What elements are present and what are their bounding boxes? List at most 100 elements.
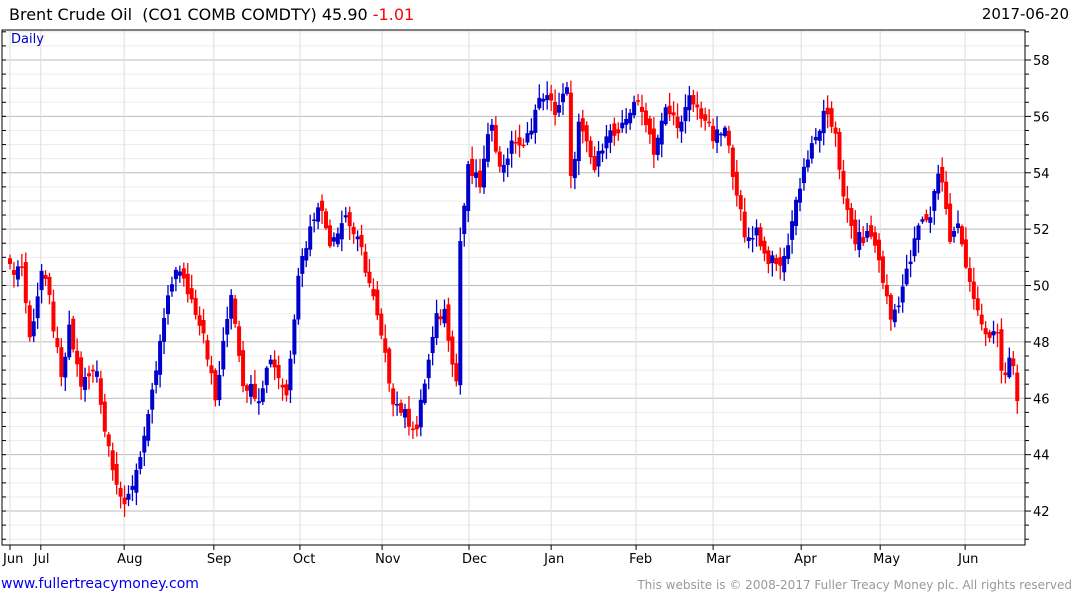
candle-body [355, 236, 360, 240]
candle [189, 274, 194, 304]
candle-body [474, 172, 479, 178]
candle [651, 117, 656, 168]
candle [545, 81, 550, 110]
candle-body [102, 401, 107, 432]
candle [837, 128, 842, 180]
candle [233, 294, 238, 328]
candle-body [730, 147, 735, 177]
candle-body [643, 110, 648, 126]
candle-body [845, 198, 850, 210]
candle [711, 118, 716, 149]
candle-body [675, 116, 680, 129]
candle-body [687, 95, 692, 111]
candle [928, 206, 933, 233]
candle-body [738, 195, 743, 210]
candle-body [110, 450, 115, 471]
candle [521, 138, 526, 149]
candle [154, 361, 159, 394]
candle-body [11, 270, 16, 275]
candle-body [47, 276, 52, 296]
x-tick-label: Feb [629, 552, 652, 567]
candle-body [363, 251, 368, 273]
candle-body [588, 140, 593, 158]
candle-body [1015, 372, 1020, 402]
candle [553, 89, 558, 126]
candle [742, 197, 747, 243]
candle-body [489, 124, 494, 131]
candle [746, 227, 751, 249]
candle [237, 320, 242, 363]
x-tick-label: Jan [543, 552, 564, 567]
candle [387, 346, 392, 392]
candle-body [553, 101, 558, 116]
candle-body [829, 108, 834, 127]
candle-body [798, 188, 802, 203]
candle [853, 210, 858, 251]
candle-body [959, 226, 964, 245]
candle [15, 260, 20, 287]
candle [667, 92, 672, 121]
candle [173, 266, 178, 292]
chart-title: Brent Crude Oil (CO1 COMB COMDTY) 45.90 … [9, 5, 414, 24]
candle [466, 160, 471, 223]
candle [782, 247, 787, 281]
candle-body [916, 225, 921, 240]
candle [722, 125, 727, 138]
candle-body [256, 401, 261, 404]
candle-body [782, 256, 787, 273]
candle-body [991, 331, 996, 336]
candle [213, 368, 218, 407]
candle-body [146, 414, 151, 441]
candle-body [608, 130, 613, 143]
candle [8, 254, 12, 270]
candle-body [79, 357, 84, 387]
candle-body [67, 324, 72, 358]
candle [936, 164, 941, 200]
candle [391, 383, 396, 417]
candle [324, 208, 328, 230]
candle-body [888, 294, 893, 320]
candle [35, 282, 40, 329]
candle-body [920, 219, 925, 222]
candle-body [517, 137, 522, 146]
candle [683, 94, 688, 134]
candle-body [185, 273, 190, 295]
candle [292, 314, 297, 364]
candle-body [55, 337, 60, 348]
candle [470, 146, 475, 185]
website-link[interactable]: www.fullertreacymoney.com [1, 576, 199, 592]
candle [379, 308, 384, 340]
candle [87, 365, 91, 390]
candle-body [896, 305, 901, 308]
candle [75, 338, 80, 377]
candle [209, 355, 214, 385]
candle-body [742, 211, 747, 238]
candle-body [284, 384, 289, 396]
candle [363, 243, 368, 277]
candle-body [809, 143, 814, 159]
candle-body [707, 121, 712, 124]
candle-body [462, 205, 467, 235]
candle [434, 299, 439, 345]
candle [861, 226, 866, 246]
candle-body [754, 227, 759, 236]
candle-body [1011, 358, 1016, 367]
candle [485, 122, 490, 168]
candle [205, 334, 210, 367]
candle [446, 297, 451, 352]
candle-body [932, 191, 937, 211]
y-tick-label: 54 [1033, 167, 1050, 182]
candle [517, 124, 522, 158]
candle-body [971, 281, 976, 299]
candle-body [142, 435, 147, 453]
candle-body [695, 104, 700, 108]
candle [331, 232, 336, 247]
candle-body [209, 365, 214, 374]
candle-body [734, 171, 739, 196]
candle [813, 128, 818, 145]
candle-body [967, 268, 972, 282]
candle [675, 103, 680, 139]
candle-body [51, 301, 56, 332]
candle-body [762, 240, 767, 254]
